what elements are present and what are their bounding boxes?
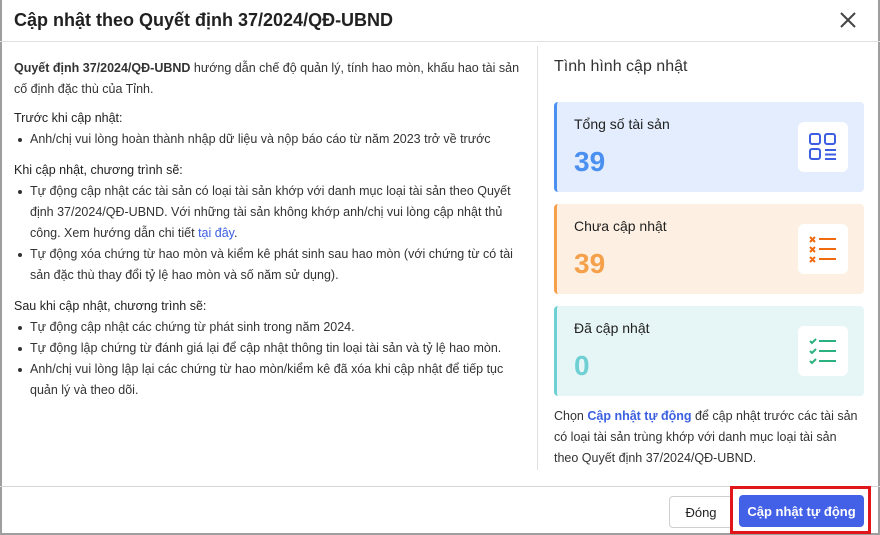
card-total: Tổng số tài sản 39 — [554, 102, 864, 192]
auto-update-button[interactable]: Cập nhật tự động — [739, 495, 864, 527]
list-item: Tự động cập nhật các chứng từ phát sinh … — [14, 317, 524, 338]
list-item: Tự động xóa chứng từ hao mòn và kiểm kê … — [14, 244, 524, 286]
card-value: 0 — [574, 350, 590, 381]
instructions: Quyết định 37/2024/QĐ-UBND hướng dẫn chế… — [14, 58, 524, 411]
intro: Quyết định 37/2024/QĐ-UBND hướng dẫn chế… — [14, 61, 520, 96]
card-value: 39 — [574, 248, 606, 279]
x-list-icon — [798, 224, 848, 274]
card-pending: Chưa cập nhật 39 — [554, 204, 864, 294]
card-value: 39 — [574, 146, 606, 177]
status-title: Tình hình cập nhật — [554, 58, 688, 75]
grid-list-icon — [798, 122, 848, 172]
card-updated: Đã cập nhật 0 — [554, 306, 864, 396]
column-divider — [537, 46, 538, 470]
before-heading: Trước khi cập nhật: — [14, 111, 123, 125]
close-icon[interactable] — [836, 8, 860, 32]
dialog-header: Cập nhật theo Quyết định 37/2024/QĐ-UBND — [0, 0, 880, 42]
footer-divider — [0, 486, 880, 487]
during-heading: Khi cập nhật, chương trình sẽ: — [14, 163, 183, 177]
status-panel: Tình hình cập nhật Tổng số tài sản 39 Ch… — [554, 58, 864, 469]
card-label: Đã cập nhật — [574, 320, 650, 336]
list-item: Anh/chị vui lòng hoàn thành nhập dữ liệu… — [14, 129, 524, 150]
list-item: Tự động lập chứng từ đánh giá lại để cập… — [14, 338, 524, 359]
dialog-title: Cập nhật theo Quyết định 37/2024/QĐ-UBND — [14, 10, 394, 30]
check-list-icon — [798, 326, 848, 376]
after-heading: Sau khi cập nhật, chương trình sẽ: — [14, 299, 207, 313]
card-label: Tổng số tài sản — [574, 116, 670, 132]
list-item: Anh/chị vui lòng lập lại các chứng từ ha… — [14, 359, 524, 401]
close-button[interactable]: Đóng — [669, 496, 733, 528]
list-item: Tự động cập nhật các tài sản có loại tài… — [14, 181, 524, 244]
status-note: Chọn Cập nhật tự động để cập nhật trước … — [554, 409, 858, 465]
guide-link[interactable]: tại đây — [198, 226, 234, 240]
card-label: Chưa cập nhật — [574, 218, 667, 234]
